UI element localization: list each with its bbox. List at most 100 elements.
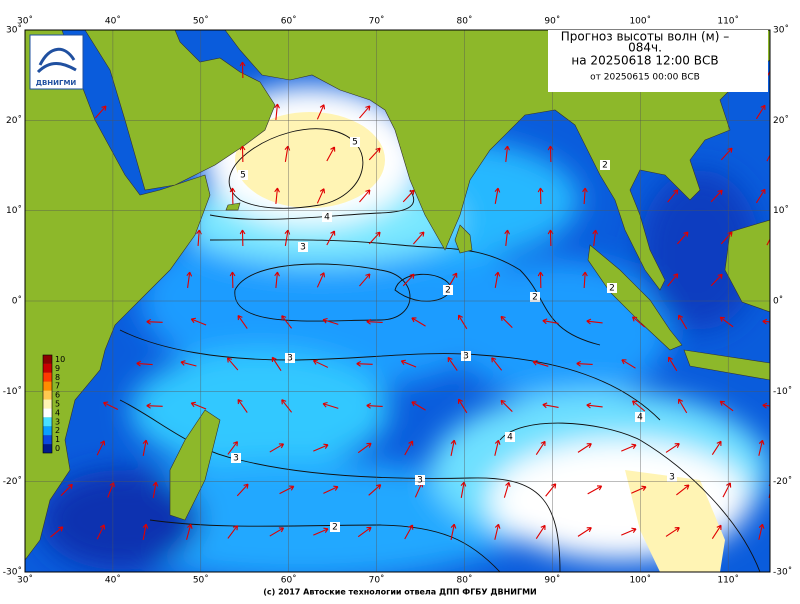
direction-arrow: [326, 230, 336, 246]
direction-arrow: [186, 523, 193, 540]
direction-arrow: [316, 104, 326, 120]
lon-tick-label: 80˚: [457, 16, 473, 27]
contour-label-bg: [635, 412, 645, 422]
direction-arrow: [537, 271, 544, 289]
direction-arrow: [542, 402, 559, 409]
contour-label: 2: [445, 286, 451, 296]
direction-arrow: [239, 229, 246, 247]
colorbar-swatch: [43, 435, 52, 445]
colorbar-label: 7: [55, 382, 60, 391]
direction-arrow: [457, 398, 468, 414]
colorbar-frame: [42, 354, 53, 454]
direction-arrow: [96, 440, 106, 456]
colorbar-label: 9: [55, 364, 60, 373]
colorbar-swatch: [43, 355, 52, 364]
colorbar-label: 4: [55, 408, 60, 417]
direction-arrow: [665, 443, 680, 453]
direction-arrow: [667, 189, 679, 203]
direction-arrow: [577, 443, 592, 453]
contour-label-bg: [238, 170, 248, 180]
contour-label: 3: [300, 243, 306, 253]
direction-arrow: [537, 187, 544, 205]
direction-arrow: [357, 442, 372, 454]
lon-tick-label: 70˚: [369, 575, 385, 586]
direction-arrow: [766, 70, 770, 78]
contour-label: 2: [602, 161, 608, 171]
valid-time: на 20250618 12:00 ВСВ: [571, 54, 718, 68]
colorbar-label: 3: [55, 417, 60, 426]
contour-label: 2: [609, 284, 615, 294]
colorbar-swatch: [43, 444, 52, 453]
direction-arrow: [631, 485, 647, 494]
direction-arrow: [504, 229, 510, 247]
direction-arrow: [196, 229, 202, 247]
direction-arrow: [239, 145, 246, 163]
direction-arrow: [237, 314, 248, 329]
direction-arrow: [94, 105, 107, 119]
direction-arrow: [323, 485, 339, 494]
direction-arrow: [269, 443, 285, 453]
lon-tick-label: 100˚: [629, 575, 651, 586]
direction-arrow: [494, 187, 501, 204]
direction-arrow: [450, 439, 457, 456]
lat-tick-label: 0˚: [773, 296, 783, 307]
contour-label: 4: [507, 433, 513, 443]
direction-arrow: [710, 273, 723, 287]
direction-arrow: [274, 103, 280, 121]
lat-tick-label: 0˚: [12, 296, 22, 307]
colorbar-label: 5: [55, 400, 60, 409]
direction-arrow: [227, 525, 238, 539]
footer: (c) 2017 Автоские технологии отвела ДПП …: [263, 588, 536, 597]
colorbar-swatch: [43, 381, 52, 391]
lon-tick-label: 90˚: [544, 16, 560, 27]
direction-arrow: [357, 526, 372, 538]
direction-arrow: [316, 272, 326, 288]
direction-arrow: [269, 527, 285, 537]
contours: [119, 128, 761, 572]
colorbar-label: 8: [55, 373, 60, 382]
title-box: Прогноз высоты волн (м) – 084ч. на 20250…: [548, 30, 768, 92]
lat-tick-label: -30˚: [3, 566, 22, 577]
direction-arrow: [274, 187, 280, 205]
contour-label-bg: [505, 432, 515, 442]
logo-box: [29, 34, 84, 90]
direction-arrow: [711, 524, 722, 540]
direction-arrow: [678, 314, 688, 330]
direction-arrow: [313, 527, 329, 536]
direction-arrow: [457, 314, 468, 330]
lon-tick-label: 30˚: [17, 575, 33, 586]
contour-label: 5: [352, 138, 358, 148]
direction-arrow: [545, 483, 557, 497]
colorbar-swatch: [43, 408, 52, 418]
direction-arrow: [279, 485, 295, 495]
colorbar-label: 1: [55, 435, 60, 444]
direction-arrow: [227, 441, 238, 455]
lat-tick-label: -30˚: [773, 566, 792, 577]
contour-label: 3: [669, 473, 675, 483]
colorbar-swatch: [43, 417, 52, 427]
direction-arrow: [766, 238, 770, 246]
direction-arrow: [411, 317, 426, 327]
lon-tick-label: 100˚: [629, 16, 651, 27]
lon-tick-label: 70˚: [369, 16, 385, 27]
direction-arrow: [755, 188, 766, 204]
colorbar-label: 2: [55, 426, 60, 435]
direction-arrow: [366, 318, 383, 325]
contour-label: 2: [532, 293, 538, 303]
contour-label-bg: [530, 292, 540, 302]
lon-tick-label: 60˚: [281, 575, 297, 586]
contour-label-bg: [298, 242, 308, 252]
direction-arrow: [762, 402, 770, 409]
direction-arrow: [411, 401, 426, 411]
direction-arrow: [582, 271, 588, 289]
lat-tick-label: -20˚: [3, 476, 22, 487]
contour-label-bg: [607, 283, 617, 293]
direction-arrow: [576, 360, 593, 367]
direction-arrow: [586, 402, 603, 409]
contour-label-bg: [415, 475, 425, 485]
direction-arrow: [631, 400, 646, 412]
